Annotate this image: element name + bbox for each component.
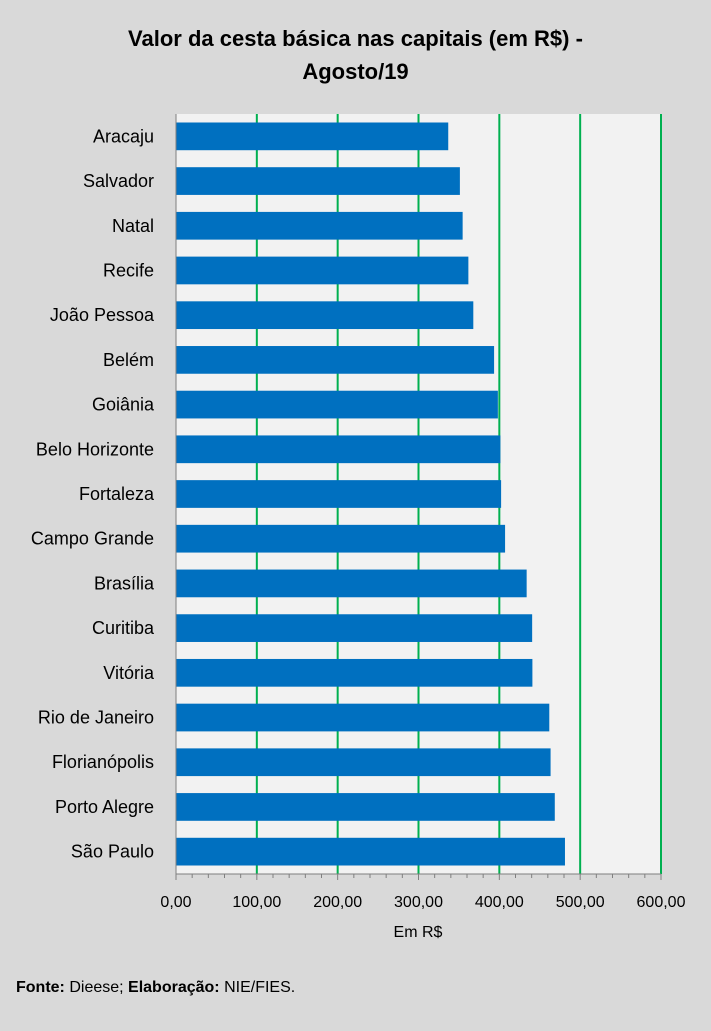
- category-label-5: João Pessoa: [50, 305, 155, 325]
- x-tick-label-2: 200,00: [313, 894, 362, 911]
- bar-4: [176, 256, 469, 285]
- category-label-6: Belém: [103, 350, 154, 370]
- category-labels: Aracaju Salvador Natal Recife João Pessoa Bel…: [31, 126, 155, 861]
- category-label-12: Curitiba: [92, 618, 155, 638]
- x-tick-label-4: 400,00: [475, 894, 524, 911]
- category-label-13: Vitória: [103, 663, 155, 683]
- chart-title-line-1: Valor da cesta básica nas capitais (em R…: [128, 26, 583, 51]
- category-label-7: Goiânia: [92, 395, 155, 415]
- source-value: Dieese;: [69, 979, 124, 996]
- bar-3: [176, 211, 463, 240]
- chart-title: Valor da cesta básica nas capitais (em R…: [0, 22, 711, 88]
- category-label-8: Belo Horizonte: [36, 439, 154, 459]
- x-axis-label: Em R$: [394, 924, 443, 941]
- bar-10: [176, 524, 506, 553]
- bar-8: [176, 435, 501, 464]
- category-label-10: Campo Grande: [31, 529, 154, 549]
- category-label-4: Recife: [103, 260, 154, 280]
- bar-6: [176, 346, 495, 374]
- source-label: Fonte:: [16, 979, 65, 996]
- credit-value: NIE/FIES.: [224, 979, 296, 996]
- x-tick-label-0: 0,00: [160, 894, 191, 911]
- x-tick-label-5: 500,00: [556, 894, 605, 911]
- x-tick-label-1: 100,00: [232, 894, 281, 911]
- category-label-14: Rio de Janeiro: [38, 708, 154, 728]
- x-axis: 0,00 100,00 200,00 300,00 400,00 500,00 600,00: [160, 114, 686, 911]
- bar-5: [176, 301, 474, 330]
- bar-14: [176, 703, 550, 732]
- bar-12: [176, 614, 533, 642]
- bar-15: [176, 748, 551, 777]
- category-label-11: Brasília: [94, 573, 155, 593]
- x-tick-label-6: 600,00: [637, 894, 686, 911]
- bar-7: [176, 390, 498, 419]
- bar-2: [176, 167, 460, 195]
- category-label-15: Florianópolis: [52, 752, 154, 772]
- footer: Fonte: Dieese; Elaboração: NIE/FIES.: [16, 979, 295, 997]
- bars: [176, 122, 565, 866]
- category-label-16: Porto Alegre: [55, 797, 154, 817]
- bar-1: [176, 122, 449, 151]
- bar-chart: Aracaju Salvador Natal Recife João Pessoa Bel…: [31, 114, 686, 941]
- chart-title-line-2: Agosto/19: [302, 59, 409, 84]
- category-label-1: Aracaju: [93, 126, 154, 146]
- category-label-2: Salvador: [83, 171, 154, 191]
- credit-label: Elaboração:: [128, 979, 220, 996]
- bar-16: [176, 793, 555, 821]
- bar-13: [176, 658, 533, 687]
- category-label-9: Fortaleza: [79, 484, 155, 504]
- bar-17: [176, 837, 565, 866]
- category-label-17: São Paulo: [71, 842, 154, 862]
- category-label-3: Natal: [112, 216, 154, 236]
- bar-9: [176, 480, 502, 508]
- bar-11: [176, 569, 527, 598]
- x-tick-label-3: 300,00: [394, 894, 443, 911]
